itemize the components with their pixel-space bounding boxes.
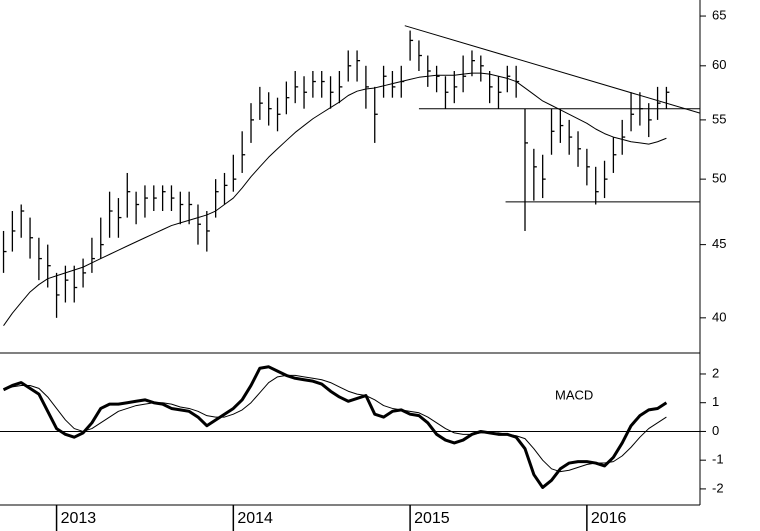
y-tick-label: 0: [712, 423, 719, 438]
x-tick-label: 2014: [237, 510, 273, 527]
y-tick-label: 45: [712, 236, 726, 251]
y-tick-label: -2: [712, 480, 724, 495]
y-tick-label: 55: [712, 111, 726, 126]
y-tick-label: 40: [712, 309, 726, 324]
y-tick-label: 1: [712, 394, 719, 409]
macd-label: MACD: [555, 387, 593, 402]
y-tick-label: 50: [712, 171, 726, 186]
y-tick-label: 60: [712, 57, 726, 72]
y-tick-label: 2: [712, 365, 719, 380]
macd-line: [3, 374, 667, 473]
y-tick-label: -1: [712, 452, 724, 467]
x-tick-label: 2013: [61, 510, 97, 527]
x-tick-label: 2015: [414, 510, 450, 527]
moving-average: [3, 72, 667, 326]
x-tick-label: 2016: [591, 510, 627, 527]
y-tick-label: 65: [712, 7, 726, 22]
macd-line: [2, 365, 668, 489]
trend-line: [404, 25, 701, 114]
